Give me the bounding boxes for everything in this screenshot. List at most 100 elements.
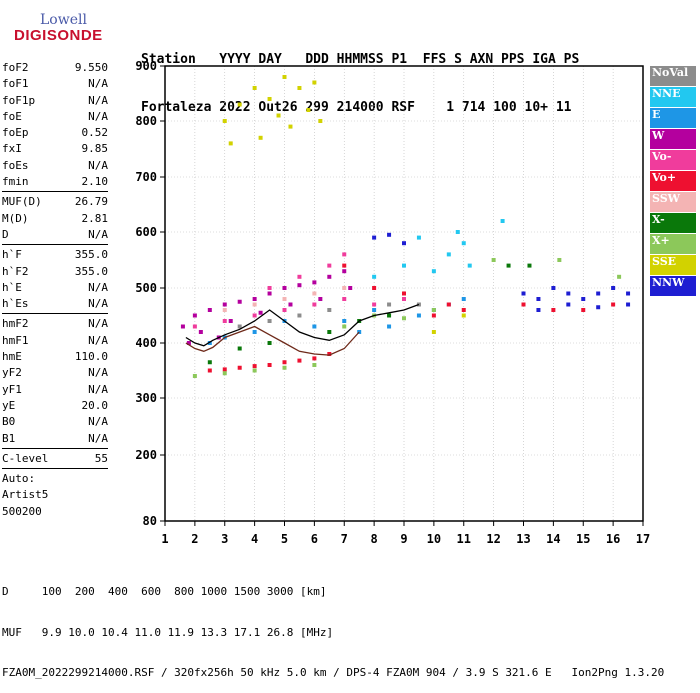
param-label: h`Es <box>2 297 29 311</box>
trace-line <box>185 303 420 347</box>
param-value: 2.10 <box>81 175 109 189</box>
echo-point <box>611 286 616 290</box>
y-tick-label: 600 <box>135 225 157 239</box>
echo-point <box>461 308 466 312</box>
echo-point <box>581 297 586 301</box>
echo-points <box>180 75 631 378</box>
param-label: yE <box>2 398 16 412</box>
x-tick-label: 12 <box>486 532 500 546</box>
echo-point <box>372 286 377 290</box>
echo-point <box>617 274 622 279</box>
echo-point <box>521 302 526 307</box>
echo-point <box>288 302 293 307</box>
param-label: Auto: <box>2 472 36 486</box>
echo-point <box>461 313 466 318</box>
echo-point <box>252 330 257 334</box>
echo-point <box>327 274 332 279</box>
echo-point <box>491 258 496 262</box>
echo-point <box>207 341 212 345</box>
echo-point <box>312 363 317 367</box>
param-label: foF1p <box>2 93 36 107</box>
echo-point <box>297 274 302 279</box>
param-value: N/A <box>88 109 108 123</box>
echo-point <box>446 252 451 257</box>
echo-point <box>192 313 197 318</box>
param-row: h`Es N/A <box>2 296 108 312</box>
header-line-1: Station YYYY DAY DDD HHMMSS P1 FFS S AXN… <box>141 52 580 67</box>
param-value: N/A <box>88 280 108 294</box>
echo-point <box>402 316 406 321</box>
echo-point <box>611 302 616 307</box>
x-tick-label: 10 <box>427 532 441 546</box>
echo-point <box>566 302 571 307</box>
echo-point <box>252 313 257 318</box>
echo-point <box>282 308 287 312</box>
param-label: h`F2 <box>2 264 29 278</box>
param-row: foE N/A <box>2 109 108 125</box>
echo-point <box>237 324 242 329</box>
legend-item: Vo- <box>650 150 696 170</box>
legend-item: X- <box>650 213 696 233</box>
param-row: M(D) 2.81 <box>2 211 108 227</box>
echo-point <box>596 305 601 310</box>
echo-point <box>461 241 466 246</box>
x-tick-label: 2 <box>191 532 198 546</box>
param-separator <box>2 313 108 315</box>
x-tick-label: 11 <box>457 532 471 546</box>
param-value: 26.79 <box>74 195 108 209</box>
echo-point <box>312 302 317 307</box>
echo-point <box>222 302 227 307</box>
digisonde-logo: Lowell DIGISONDE <box>4 6 124 50</box>
echo-point <box>551 308 556 312</box>
echo-point <box>387 232 392 237</box>
echo-point <box>258 310 263 315</box>
echo-point <box>186 341 191 345</box>
echo-point <box>237 299 242 304</box>
echo-point <box>327 330 332 334</box>
echo-point <box>282 286 287 290</box>
echo-point <box>306 108 311 112</box>
x-axis-ticks: 1 2 3 4 5 6 7 8 9 10 11 12 13 14 15 16 17 <box>161 521 650 546</box>
echo-point <box>557 258 562 262</box>
param-label: foF1 <box>2 77 29 91</box>
y-tick-label: 700 <box>135 170 157 184</box>
echo-point <box>252 368 257 373</box>
echo-point <box>467 263 472 268</box>
echo-point <box>581 308 586 312</box>
param-row: foF1p N/A <box>2 93 108 109</box>
trace-line <box>185 325 360 356</box>
y-tick-label: 80 <box>143 514 157 528</box>
x-tick-label: 6 <box>311 532 318 546</box>
param-label: hmE <box>2 350 22 364</box>
param-value: N/A <box>88 93 108 107</box>
y-tick-label: 800 <box>135 114 157 128</box>
echo-point <box>312 280 317 285</box>
echo-point <box>222 319 227 323</box>
echo-point <box>228 141 233 146</box>
y-tick-label: 300 <box>135 391 157 405</box>
echo-point <box>267 319 272 323</box>
echo-point <box>237 346 242 351</box>
param-value: N/A <box>88 333 108 347</box>
param-row: fxI 9.85 <box>2 141 108 157</box>
echo-point <box>312 291 317 296</box>
param-row: Artist5 <box>2 487 108 503</box>
echo-point <box>207 308 212 312</box>
param-row: foEp 0.52 <box>2 125 108 141</box>
echo-point <box>402 291 406 296</box>
param-row: foF2 9.550 <box>2 60 108 76</box>
legend-item: NoVal <box>650 66 696 86</box>
x-tick-label: 14 <box>546 532 560 546</box>
echo-point <box>402 297 406 301</box>
param-label: 500200 <box>2 504 42 518</box>
echo-point <box>387 302 392 307</box>
muf-row: MUF 9.9 10.0 10.4 11.0 11.9 13.3 17.1 26… <box>2 625 334 639</box>
legend-item: NNE <box>650 87 696 107</box>
echo-point <box>282 297 287 301</box>
param-value: N/A <box>88 382 108 396</box>
echo-point <box>348 286 353 290</box>
echo-point <box>461 297 466 301</box>
param-label: M(D) <box>2 211 29 225</box>
x-tick-label: 15 <box>576 532 590 546</box>
